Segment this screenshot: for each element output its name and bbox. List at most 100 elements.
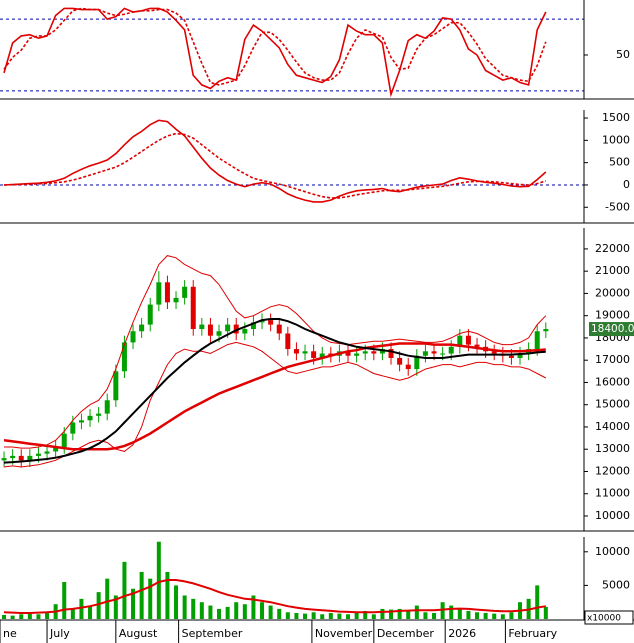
candle-body [491,351,497,354]
line-series [3,7,547,98]
line-series [3,318,546,464]
y-tick-label: -500 [605,200,630,213]
last-price-label: 18400.00 [591,323,634,335]
volume-bar [199,602,204,619]
candle-body [139,324,145,332]
volume-bar [79,598,84,619]
candle-body [216,331,222,336]
panel [0,119,584,203]
y-tick-label: 500 [609,156,630,169]
panel [0,7,584,98]
volume-bar [148,578,153,619]
candle-body [104,400,110,414]
candle-body [388,349,394,358]
candle-body [147,304,153,325]
candle-body [113,371,119,401]
candle-body [517,353,523,358]
volume-bar [432,612,437,619]
volume-bar [174,585,179,619]
volume-bar [509,612,514,619]
volume-bar [328,612,333,619]
candle-body [534,331,540,350]
volume-bar [414,605,419,619]
y-tick-label: 10000 [595,509,630,522]
volume-bar [217,608,222,619]
y-tick-label: 14000 [595,420,630,433]
volume-bar [354,612,359,619]
candle-body [27,455,33,461]
candle-body [207,324,213,336]
last-price-box [589,322,634,337]
candle-body [362,351,368,354]
candle-body [130,331,136,343]
volume-bar [397,608,402,619]
line-series [3,579,546,614]
volume-bar [45,612,50,619]
volume-bar [251,595,256,619]
volume-bar [457,608,462,619]
volume-bar [10,615,15,619]
unit-box [584,610,634,625]
candle-body [302,351,308,354]
volume-bar [208,605,213,619]
candle-body [1,458,7,461]
y-tick-label: 16000 [595,375,630,388]
candle-body [354,353,360,356]
candle-body [311,351,317,358]
candle-body [405,364,411,370]
candle-body [276,324,282,334]
candle-body [53,446,59,452]
volume-bar [156,541,161,619]
line-series [3,342,546,451]
volume-bar [2,614,7,619]
volume-bar [225,606,230,619]
line-series [3,341,547,468]
volume-bar [139,571,144,619]
candle-body [18,455,24,461]
candle-body [465,335,471,345]
candle-body [35,453,41,456]
candle-body [164,282,170,303]
candle-body [431,351,437,354]
y-tick-label: 21000 [595,264,630,277]
x-tick-label: September [182,627,243,640]
volume-bar [543,606,548,619]
y-tick-label: 17000 [595,353,630,366]
candle-body [379,349,385,354]
candle-body [70,422,76,434]
candle-body [250,322,256,330]
candle-body [87,415,93,421]
candle-body [319,353,325,358]
x-tick-label: August [119,627,158,640]
volume-bar [492,613,497,619]
candle-body [440,353,446,355]
candle-body [259,320,265,323]
volume-bar [294,612,299,619]
line-series [4,255,547,449]
volume-bar [191,598,196,619]
volume-bar [371,614,376,619]
volume-bar [268,605,273,619]
x-tick-label: February [508,627,557,640]
candle-body [173,297,179,303]
y-tick-label: 12000 [595,464,630,477]
candle-body [285,333,291,350]
volume-bar [96,592,101,619]
volume-bar [380,608,385,619]
volume-bar [423,612,428,619]
candle-body [448,346,454,354]
y-tick-label: 10000 [595,545,630,558]
volume-bar [242,604,247,619]
x-tick-label: ne [3,627,17,640]
volume-bar [105,578,110,619]
volume-bar [88,605,93,619]
candle-body [96,413,102,416]
candle-body [397,357,403,365]
volume-bar [36,614,41,619]
y-tick-label: 1500 [602,111,630,124]
candle-body [414,355,420,370]
candle-body [121,342,127,372]
y-tick-label: 1000 [602,133,630,146]
volume-bar [303,613,308,619]
